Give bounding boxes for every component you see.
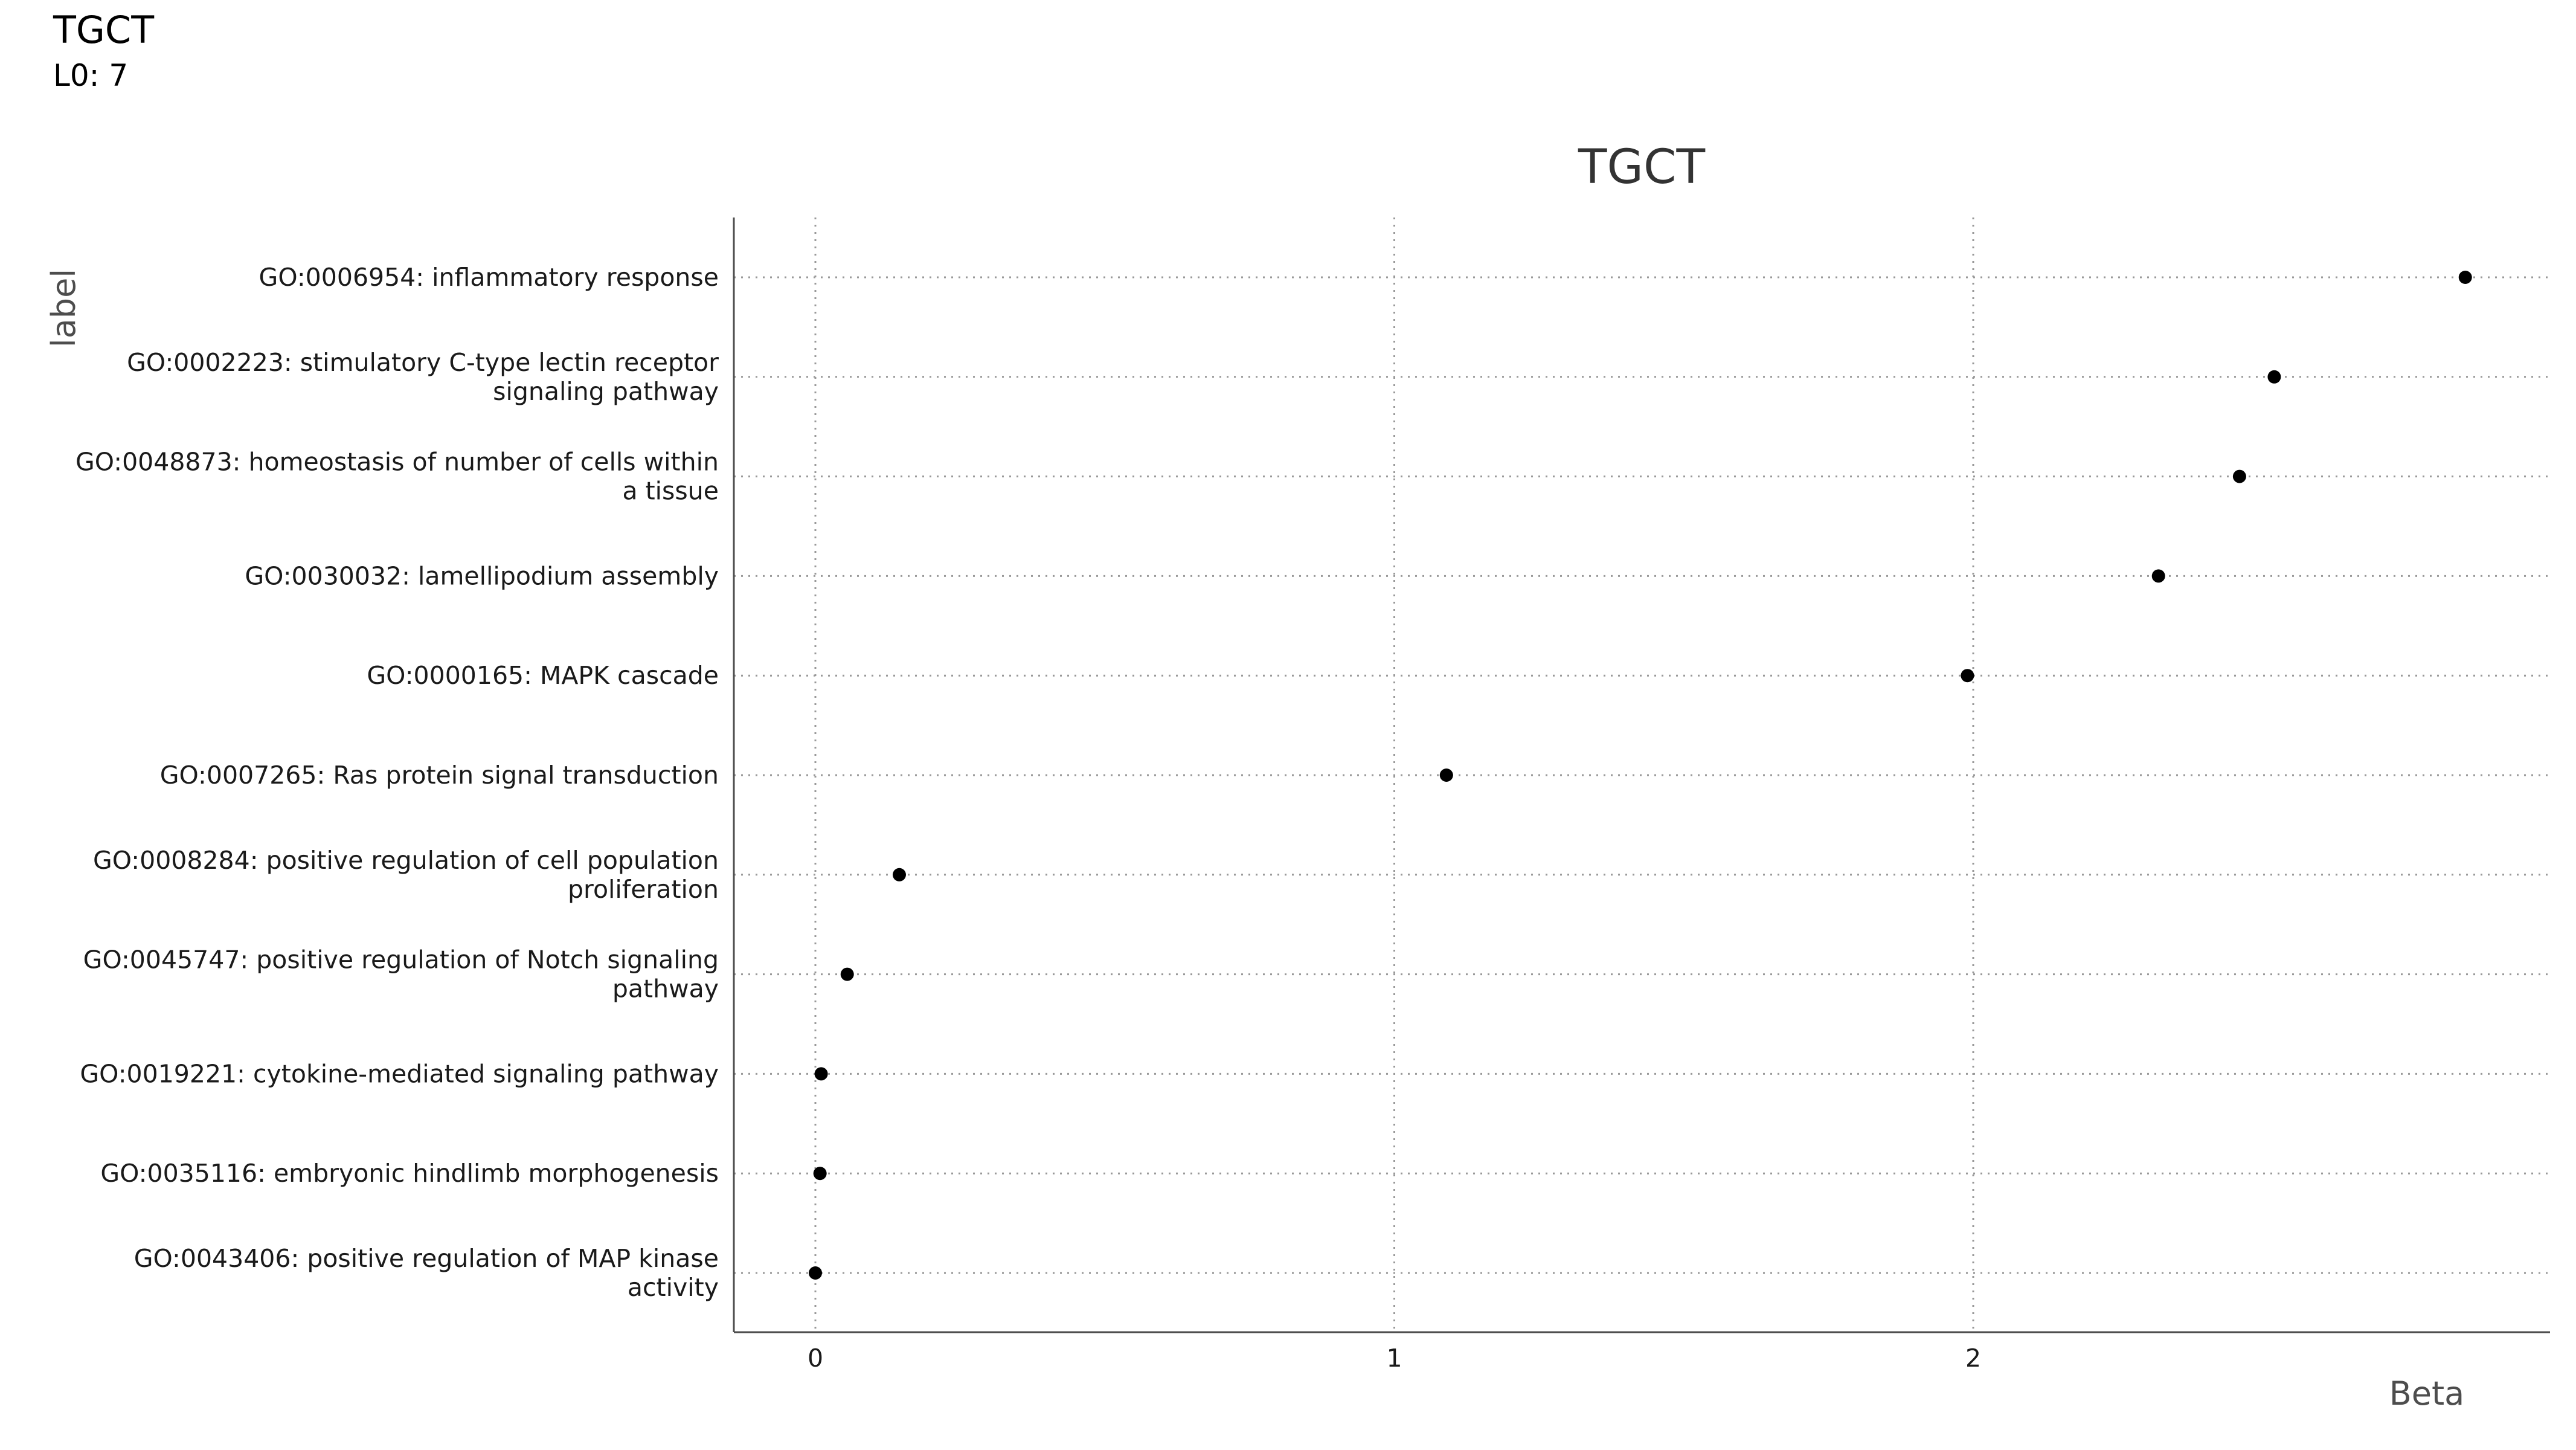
data-point [814,1067,828,1081]
page-subtitle: L0: 7 [53,58,129,93]
tick-layer: 0 1 2 [808,1344,1981,1373]
category-label: GO:0019221: cytokine-mediated signaling … [80,1059,719,1088]
category-label: GO:0002223: stimulatory C-type lectin re… [127,348,719,406]
x-tick-label: 1 [1386,1344,1402,1373]
data-point [2267,370,2281,384]
data-point [1961,669,1974,683]
grid-layer [734,218,2550,1332]
data-point [813,1167,827,1181]
category-label: GO:0030032: lamellipodium assembly [245,561,719,590]
category-label: GO:0043406: positive regulation of MAP k… [134,1244,719,1302]
label-layer: GO:0006954: inflammatory response GO:0002… [75,263,719,1302]
data-point [840,967,854,981]
data-point [2232,469,2246,483]
chart-title: TGCT [1578,140,1706,195]
data-point [809,1266,822,1280]
data-point [2151,569,2165,583]
category-label: GO:0000165: MAPK cascade [367,661,719,690]
axis-layer [733,218,2550,1333]
category-label: GO:0008284: positive regulation of cell … [93,846,719,904]
page-title: TGCT [53,8,155,52]
category-label: GO:0048873: homeostasis of number of cel… [75,448,719,506]
data-point [1439,768,1453,782]
x-tick-label: 0 [808,1344,823,1373]
y-axis-title: label [45,269,83,348]
x-tick-label: 2 [1965,1344,1981,1373]
data-point [892,868,906,881]
page-header: TGCT L0: 7 [53,6,154,97]
category-label: GO:0007265: Ras protein signal transduct… [160,761,719,790]
category-label: GO:0045747: positive regulation of Notch… [83,946,719,1004]
category-label: GO:0006954: inflammatory response [259,263,719,292]
point-layer [809,271,2472,1280]
category-label: GO:0035116: embryonic hindlimb morphogen… [100,1159,719,1188]
x-axis-title: Beta [2389,1374,2465,1413]
data-point [2458,271,2472,284]
